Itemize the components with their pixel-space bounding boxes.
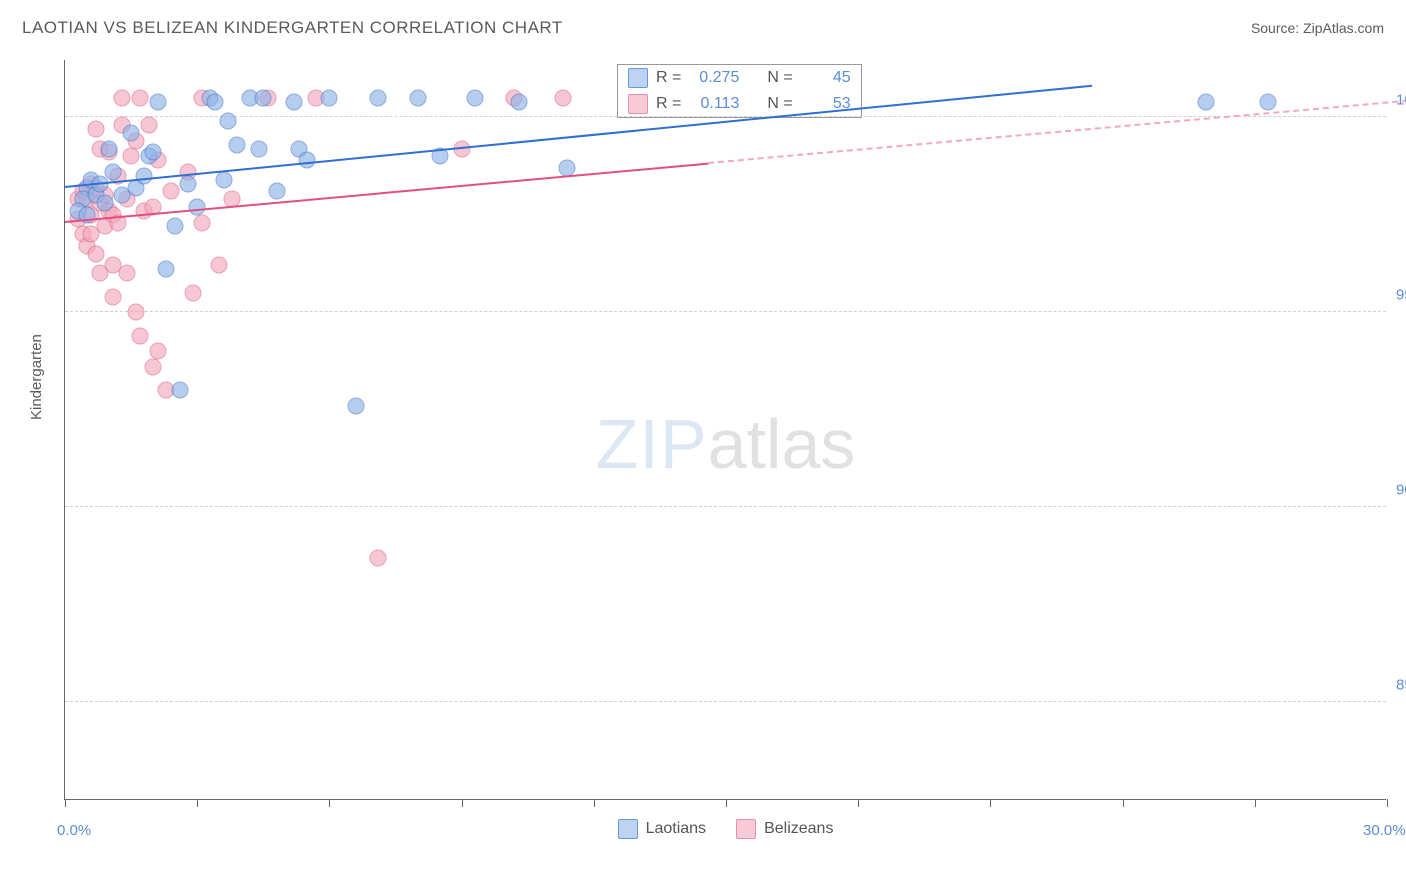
data-point xyxy=(162,183,179,200)
x-tick xyxy=(1387,799,1388,807)
x-tick-label: 0.0% xyxy=(57,822,91,839)
x-tick xyxy=(594,799,595,807)
data-point xyxy=(510,93,527,110)
r-value-laotians: 0.275 xyxy=(689,69,739,87)
data-point xyxy=(87,121,104,138)
data-point xyxy=(87,245,104,262)
data-point xyxy=(409,89,426,106)
data-point xyxy=(554,89,571,106)
gridline-h xyxy=(65,116,1386,117)
legend-swatch-belizeans xyxy=(736,819,756,839)
x-tick xyxy=(197,799,198,807)
r-value-belizeans: 0.113 xyxy=(689,95,739,113)
data-point xyxy=(118,265,135,282)
r-label: R = xyxy=(656,69,681,87)
gridline-h xyxy=(65,506,1386,507)
y-tick-label: 95.0% xyxy=(1396,287,1406,304)
data-point xyxy=(167,218,184,235)
data-point xyxy=(158,261,175,278)
chart-title: LAOTIAN VS BELIZEAN KINDERGARTEN CORRELA… xyxy=(22,18,563,38)
data-point xyxy=(149,343,166,360)
scatter-chart: ZIPatlas R = 0.275 N = 45 R = 0.113 N = … xyxy=(64,60,1386,800)
data-point xyxy=(1260,93,1277,110)
data-point xyxy=(369,89,386,106)
data-point xyxy=(149,93,166,110)
data-point xyxy=(96,195,113,212)
n-value-laotians: 45 xyxy=(801,69,851,87)
watermark-atlas: atlas xyxy=(708,405,856,483)
legend-label-laotians: Laotians xyxy=(646,820,707,838)
correlation-stats-box: R = 0.275 N = 45 R = 0.113 N = 53 xyxy=(617,64,862,118)
data-point xyxy=(193,214,210,231)
data-point xyxy=(105,288,122,305)
data-point xyxy=(145,144,162,161)
x-tick xyxy=(990,799,991,807)
y-tick-label: 90.0% xyxy=(1396,481,1406,498)
data-point xyxy=(206,93,223,110)
source-label: Source: ZipAtlas.com xyxy=(1251,20,1384,36)
watermark: ZIPatlas xyxy=(596,404,856,484)
x-tick xyxy=(65,799,66,807)
data-point xyxy=(127,304,144,321)
x-tick xyxy=(1255,799,1256,807)
data-point xyxy=(180,175,197,192)
data-point xyxy=(321,89,338,106)
data-point xyxy=(171,382,188,399)
legend-swatch-laotians xyxy=(618,819,638,839)
data-point xyxy=(228,136,245,153)
data-point xyxy=(184,284,201,301)
watermark-zip: ZIP xyxy=(596,405,708,483)
data-point xyxy=(286,93,303,110)
x-tick xyxy=(1123,799,1124,807)
data-point xyxy=(1198,93,1215,110)
legend-item-belizeans: Belizeans xyxy=(736,819,833,839)
legend: Laotians Belizeans xyxy=(65,819,1386,839)
data-point xyxy=(220,113,237,130)
r-label: R = xyxy=(656,95,681,113)
data-point xyxy=(145,358,162,375)
x-tick xyxy=(329,799,330,807)
data-point xyxy=(211,257,228,274)
data-point xyxy=(466,89,483,106)
y-tick-label: 85.0% xyxy=(1396,676,1406,693)
data-point xyxy=(105,163,122,180)
x-tick xyxy=(858,799,859,807)
legend-item-laotians: Laotians xyxy=(618,819,707,839)
x-tick-label: 30.0% xyxy=(1363,822,1406,839)
gridline-h xyxy=(65,701,1386,702)
x-tick xyxy=(726,799,727,807)
n-label: N = xyxy=(767,95,792,113)
data-point xyxy=(268,183,285,200)
data-point xyxy=(123,125,140,142)
data-point xyxy=(114,89,131,106)
data-point xyxy=(136,167,153,184)
data-point xyxy=(131,89,148,106)
data-point xyxy=(131,327,148,344)
data-point xyxy=(101,140,118,157)
data-point xyxy=(140,117,157,134)
data-point xyxy=(250,140,267,157)
data-point xyxy=(299,152,316,169)
data-point xyxy=(215,171,232,188)
legend-label-belizeans: Belizeans xyxy=(764,820,833,838)
x-tick xyxy=(462,799,463,807)
stats-row-laotians: R = 0.275 N = 45 xyxy=(618,65,861,91)
data-point xyxy=(123,148,140,165)
data-point xyxy=(189,199,206,216)
swatch-belizeans xyxy=(628,94,648,114)
y-axis-label: Kindergarten xyxy=(28,334,45,420)
data-point xyxy=(369,549,386,566)
data-point xyxy=(347,397,364,414)
gridline-h xyxy=(65,311,1386,312)
swatch-laotians xyxy=(628,68,648,88)
data-point xyxy=(255,89,272,106)
n-label: N = xyxy=(767,69,792,87)
